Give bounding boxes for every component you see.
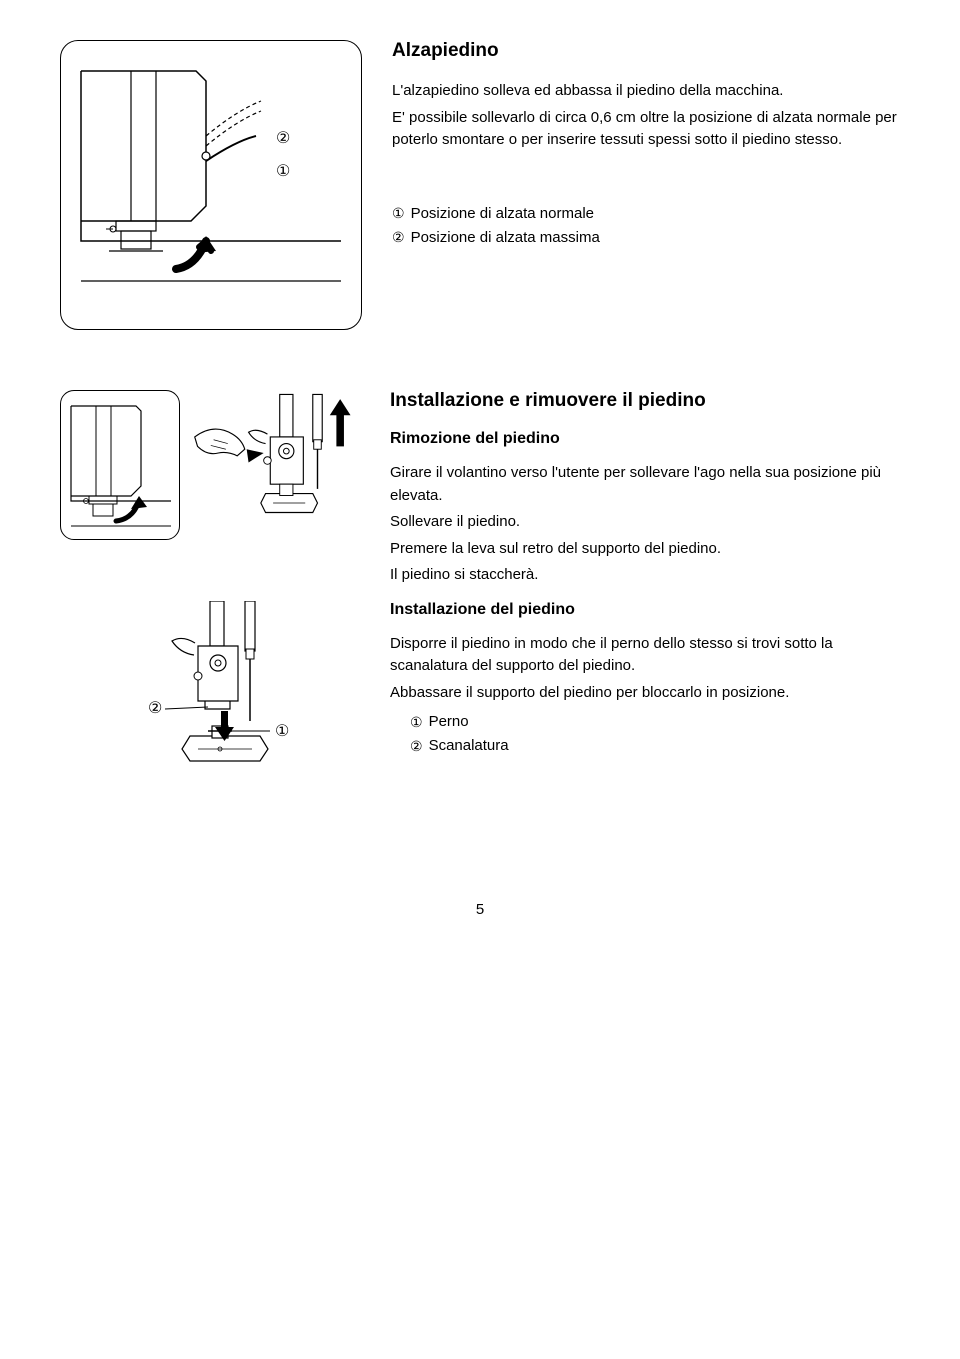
legend-1: ① Perno: [410, 710, 900, 734]
para-remove-4: Il piedino si staccherà.: [390, 564, 900, 587]
figure-foot-remove-closeup: [190, 390, 360, 550]
para-remove-2: Sollevare il piedino.: [390, 511, 900, 534]
fig1-label-2: ②: [276, 130, 290, 147]
figure-install-foot: ② ①: [60, 601, 360, 781]
legend-text-1: Perno: [429, 710, 469, 734]
diagram-lifter: ① ②: [61, 41, 361, 331]
page-number: 5: [60, 901, 900, 918]
legend-list: ① Perno ② Scanalatura: [410, 710, 900, 758]
circled-2: ②: [392, 226, 405, 248]
fig1-label-1: ①: [276, 163, 290, 180]
circled-1: ①: [392, 202, 405, 224]
section-install-remove: Installazione e rimuovere il piedino Rim…: [60, 390, 900, 591]
fig3-label-1: ①: [275, 723, 289, 740]
heading-install-remove: Installazione e rimuovere il piedino: [390, 390, 900, 412]
para-install-1: Disporre il piedino in modo che il perno…: [390, 633, 900, 678]
heading-alzapiedino: Alzapiedino: [392, 40, 900, 62]
callout-1: ① Posizione di alzata normale: [392, 202, 900, 226]
section-alzapiedino: ① ② Alzapiedino L'alzapiedino solleva ed…: [60, 40, 900, 330]
fig3-label-2: ②: [148, 700, 162, 717]
section-install-foot: ② ① Installazione del piedino Disporre i…: [60, 601, 900, 781]
legend-num-1: ①: [410, 711, 423, 733]
callout-1-text: Posizione di alzata normale: [411, 202, 594, 226]
legend-2: ② Scanalatura: [410, 734, 900, 758]
legend-text-2: Scanalatura: [429, 734, 509, 758]
para-remove-1: Girare il volantino verso l'utente per s…: [390, 462, 900, 507]
para-alzapiedino-1: L'alzapiedino solleva ed abbassa il pied…: [392, 80, 900, 103]
callout-2: ② Posizione di alzata massima: [392, 226, 900, 250]
text-column-3: Installazione del piedino Disporre il pi…: [390, 601, 900, 759]
para-remove-3: Premere la leva sul retro del supporto d…: [390, 538, 900, 561]
figure-remove-foot: [60, 390, 360, 550]
para-alzapiedino-2: E' possibile sollevarlo di circa 0,6 cm …: [392, 107, 900, 152]
text-column-1: Alzapiedino L'alzapiedino solleva ed abb…: [392, 40, 900, 250]
callout-list-1: ① Posizione di alzata normale ② Posizion…: [392, 202, 900, 250]
figure-inset-machine: [60, 390, 180, 540]
subheading-install: Installazione del piedino: [390, 601, 900, 619]
subheading-remove: Rimozione del piedino: [390, 430, 900, 448]
para-install-2: Abbassare il supporto del piedino per bl…: [390, 682, 900, 705]
figure-presser-foot-lifter: ① ②: [60, 40, 362, 330]
text-column-2: Installazione e rimuovere il piedino Rim…: [390, 390, 900, 591]
legend-num-2: ②: [410, 735, 423, 757]
callout-2-text: Posizione di alzata massima: [411, 226, 600, 250]
